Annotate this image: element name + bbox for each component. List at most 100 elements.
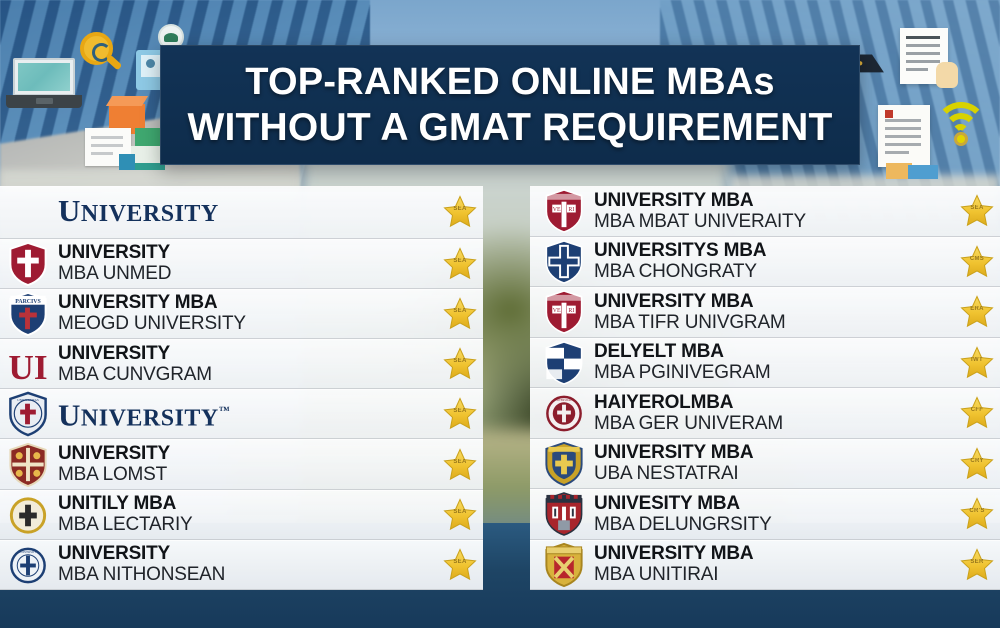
ranking-row[interactable]: UNIVERSITATIS HAIYEROLMBA MBA GER UNIVERAM… — [530, 388, 1000, 439]
program-name: MBA UNMED — [58, 263, 172, 285]
ranking-row[interactable]: UNIVERSITY UNIVERSITY MBA NITHONSEAN SEA — [0, 539, 483, 591]
ranking-row-texts: DELYELT MBA MBA PGINIVEGRAM — [594, 341, 952, 384]
ranking-row-texts: UNIVERSITY MBA MBA MBAT UNIVERAITY — [594, 190, 952, 233]
wifi-icon — [935, 100, 991, 148]
school-name: UNIVERSITY — [58, 443, 171, 465]
ranking-row-texts: UNIVERSITY MBA CUNVGRAM — [58, 343, 435, 386]
school-name: UNIVERSITY — [58, 242, 171, 264]
ranking-row-texts: UNIVESITY MBA MBA DELUNGRSITY — [594, 493, 952, 536]
ranking-row[interactable]: VE RI UNIVERSITY MBA MBA TIFR UNIVGRAM ERA — [530, 287, 1000, 338]
school-name: UNIVERSITY — [58, 193, 219, 228]
boxes-documents-icon — [85, 100, 173, 172]
navy-white-cross-icon — [544, 239, 584, 285]
maroon-quarter-icon — [8, 442, 48, 488]
crimson-veritas-icon: VE RI — [544, 289, 584, 335]
laptop-icon — [6, 58, 82, 110]
ranking-row[interactable]: UNIVERSITY MBA LOMST SEA — [0, 439, 483, 490]
program-name: MBA GER UNIVERAM — [594, 412, 783, 434]
school-name: UNIVERSITY MBA — [594, 442, 754, 464]
school-name: UNIVERSITY MBA — [58, 292, 218, 314]
school-name: HAIYEROLMBA — [594, 391, 734, 413]
program-name: MBA NITHONSEAN — [58, 564, 226, 586]
rankings-column-right: VE RI UNIVERSITY MBA MBA MBAT UNIVERAITY S… — [530, 186, 1000, 590]
gold-circle-cross-icon — [8, 492, 48, 538]
crimson-cross-icon — [8, 241, 48, 287]
school-name: UNIVESITY MBA — [594, 492, 740, 514]
star-badge-icon: SEA — [443, 195, 477, 229]
ranking-row-texts: UNIVERSITY MBA NITHONSEAN — [58, 543, 435, 586]
star-badge-icon: SEA — [960, 194, 994, 228]
ranking-row[interactable]: PARCIVS UNIVERSITY MBA MEOGD UNIVERSITY S… — [0, 288, 483, 340]
program-name: MBA TIFR UNIVGRAM — [594, 311, 786, 333]
navy-round-seal-icon: UNIVERSITY — [8, 542, 48, 588]
star-badge-icon: CRY — [960, 447, 994, 481]
svg-text:VE: VE — [553, 207, 561, 213]
school-name: UNIVERSITY — [58, 543, 171, 565]
star-badge-icon: ERA — [960, 295, 994, 329]
svg-text:RI: RI — [568, 308, 574, 314]
star-badge-icon: CR'S — [960, 497, 994, 531]
school-name: UNIVERSITY™ — [58, 396, 231, 432]
program-name: MBA CHONGRATY — [594, 261, 757, 283]
star-badge-icon: SEA — [443, 246, 477, 281]
star-badge-icon: SER — [960, 548, 994, 582]
program-name: MBA LOMST — [58, 464, 168, 486]
ranking-row-texts: UNIVERSITY — [58, 194, 435, 231]
svg-text:PARCIVS: PARCIVS — [15, 299, 41, 305]
magnifier-icon — [80, 32, 126, 78]
program-name: MEOGD UNIVERSITY — [58, 313, 246, 335]
ranking-row-texts: UNIVERSITY MBA LOMST — [58, 443, 435, 486]
ranking-row[interactable]: UNIVERSITYS MBA MBA CHONGRATY CMS — [530, 236, 1000, 287]
ranking-row-texts: HAIYEROLMBA MBA GER UNIVERAM — [594, 392, 952, 435]
ranking-row[interactable]: UNIVERSITY MBA UBA NESTATRAI CRY — [530, 438, 1000, 489]
ranking-row-texts: UNIVERSITY MBA UBA NESTATRAI — [594, 442, 952, 485]
navy-seal-shield-icon: UNIVERSITAS — [8, 391, 48, 437]
rankings-list: UNIVERSITY SEA UNIVERSITY MBA UNMED SEA P… — [0, 186, 1000, 591]
svg-text:VE: VE — [553, 308, 561, 314]
navy-checker-icon — [544, 340, 584, 386]
school-name: UNIVERSITY — [58, 342, 171, 364]
program-name: MBA DELUNGRSITY — [594, 513, 772, 535]
school-name: UNITILY MBA — [58, 493, 177, 515]
svg-text:UI: UI — [8, 348, 47, 387]
star-badge-icon: SEA — [443, 447, 477, 482]
school-name: UNIVERSITYS MBA — [594, 240, 767, 262]
star-badge-icon: SEA — [443, 548, 477, 582]
star-badge-icon: CFF — [960, 396, 994, 430]
ranking-row[interactable]: UNIVERSITY SEA — [0, 186, 483, 239]
ranking-row[interactable]: UNITILY MBA MBA LECTARIY SEA — [0, 489, 483, 540]
ranking-row[interactable]: UI UNIVERSITY MBA CUNVGRAM SEA — [0, 339, 483, 390]
crimson-veritas-icon: VE RI — [544, 188, 584, 234]
ranking-row-texts: UNIVERSITY MBA MBA UNITIRAI — [594, 543, 952, 586]
svg-text:UNIVERSITY: UNIVERSITY — [19, 550, 37, 554]
ranking-row[interactable]: UNIVESITY MBA MBA DELUNGRSITY CR'S — [530, 489, 1000, 540]
ranking-row-texts: UNIVERSITY™ — [58, 394, 435, 435]
ranking-row[interactable]: VE RI UNIVERSITY MBA MBA MBAT UNIVERAITY S… — [530, 186, 1000, 237]
document-hand-icon — [900, 28, 958, 88]
star-badge-icon: SEA — [443, 397, 477, 431]
rankings-column-left: UNIVERSITY SEA UNIVERSITY MBA UNMED SEA P… — [0, 186, 483, 591]
svg-text:UNIVERSITAS: UNIVERSITAS — [17, 398, 39, 402]
maroon-round-seal-icon: UNIVERSITATIS — [544, 390, 584, 436]
title-line-2: WITHOUT A GMAT REQUIREMENT — [187, 106, 833, 149]
red-castle-crest-icon — [544, 491, 584, 537]
ranking-row-texts: UNIVERSITY MBA MEOGD UNIVERSITY — [58, 292, 435, 335]
ranking-row-texts: UNIVERSITY MBA MBA TIFR UNIVGRAM — [594, 291, 952, 334]
ranking-row[interactable]: DELYELT MBA MBA PGINIVEGRAM IWT — [530, 337, 1000, 388]
star-badge-icon: SEA — [443, 498, 477, 532]
ranking-row[interactable]: UNIVERSITY MBA UNMED SEA — [0, 238, 483, 289]
ranking-row[interactable]: UNIVERSITY MBA MBA UNITIRAI SER — [530, 539, 1000, 590]
navy-banner-icon: PARCIVS — [8, 291, 48, 337]
title-banner: TOP-RANKED ONLINE MBAs WITHOUT A GMAT RE… — [160, 45, 860, 165]
school-name: UNIVERSITY MBA — [594, 189, 754, 211]
title-line-1: TOP-RANKED ONLINE MBAs — [245, 61, 775, 103]
ranking-row[interactable]: UNIVERSITAS UNIVERSITY™ SEA — [0, 389, 483, 440]
document-clip-icon — [878, 105, 938, 179]
program-name: MBA UNITIRAI — [594, 564, 719, 586]
star-badge-icon: SEA — [443, 297, 477, 331]
ui-letters-icon: UI — [8, 341, 48, 387]
program-name: MBA LECTARIY — [58, 514, 193, 536]
ranking-row-texts: UNIVERSITY MBA UNMED — [58, 242, 435, 285]
program-name: MBA PGINIVEGRAM — [594, 362, 771, 384]
school-name: DELYELT MBA — [594, 341, 724, 363]
